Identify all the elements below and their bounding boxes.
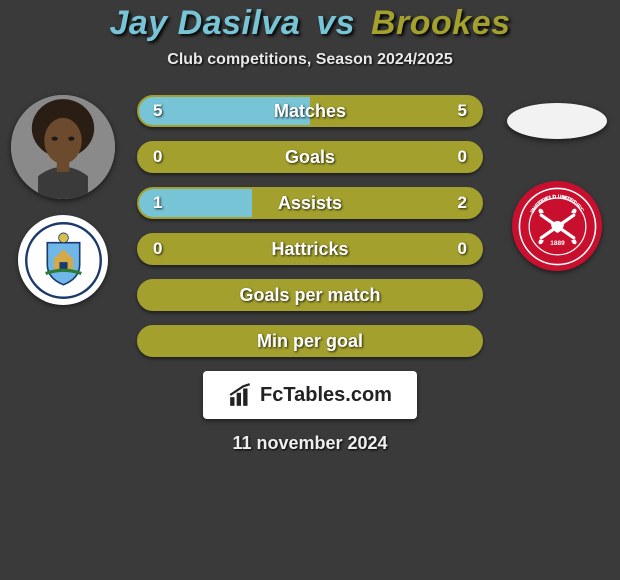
stat-bars: 5 5 Matches 0 0 Goals 1 2 Assists 0 0 Hattricks Goal… xyxy=(137,95,483,357)
stats-area: 1889 SHEFFIELD UNITED F.C. SHEFFIELD UNI… xyxy=(0,95,620,357)
stat-value-left: 0 xyxy=(153,239,162,259)
stat-value-left: 5 xyxy=(153,101,162,121)
sheffield-united-crest-icon: 1889 SHEFFIELD UNITED F.C. SHEFFIELD UNI… xyxy=(517,186,598,267)
infographic-container: Jay Dasilva vs Brookes Club competitions… xyxy=(0,0,620,580)
stat-value-left: 0 xyxy=(153,147,162,167)
left-column xyxy=(8,95,118,305)
fctables-chart-icon xyxy=(228,382,254,408)
player2-club-crest: 1889 SHEFFIELD UNITED F.C. SHEFFIELD UNI… xyxy=(512,181,602,271)
coventry-city-crest-icon xyxy=(23,220,104,301)
site-logo: FcTables.com xyxy=(203,371,417,419)
vs-label: vs xyxy=(316,4,355,42)
subtitle: Club competitions, Season 2024/2025 xyxy=(167,51,452,69)
stat-row: 1 2 Assists xyxy=(137,187,483,219)
player1-photo-placeholder xyxy=(11,95,115,199)
stat-row: 0 0 Goals xyxy=(137,141,483,173)
stat-value-left: 1 xyxy=(153,193,162,213)
stat-row: Goals per match xyxy=(137,279,483,311)
stat-row: 0 0 Hattricks xyxy=(137,233,483,265)
stat-label: Hattricks xyxy=(271,239,348,260)
stat-row: 5 5 Matches xyxy=(137,95,483,127)
svg-text:1889: 1889 xyxy=(550,240,565,247)
player1-club-crest xyxy=(18,215,108,305)
stat-value-right: 2 xyxy=(458,193,467,213)
site-name: FcTables.com xyxy=(260,384,392,407)
stat-label: Assists xyxy=(278,193,342,214)
stat-label: Goals per match xyxy=(239,285,380,306)
player2-name: Brookes xyxy=(371,4,511,42)
stat-value-right: 5 xyxy=(458,101,467,121)
stat-value-right: 0 xyxy=(458,239,467,259)
date-label: 11 november 2024 xyxy=(232,433,387,454)
stat-label: Matches xyxy=(274,101,346,122)
player2-avatar-placeholder xyxy=(507,103,607,139)
comparison-title: Jay Dasilva vs Brookes xyxy=(109,4,510,43)
stat-row: Min per goal xyxy=(137,325,483,357)
player1-avatar xyxy=(11,95,115,199)
stat-label: Goals xyxy=(285,147,335,168)
right-column: 1889 SHEFFIELD UNITED F.C. SHEFFIELD UNI… xyxy=(502,95,612,271)
stat-label: Min per goal xyxy=(257,331,363,352)
player1-name: Jay Dasilva xyxy=(109,4,300,42)
stat-value-right: 0 xyxy=(458,147,467,167)
